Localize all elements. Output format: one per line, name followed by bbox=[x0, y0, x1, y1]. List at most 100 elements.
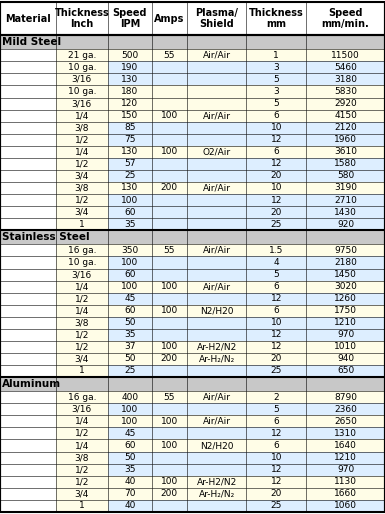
Text: 16 ga.: 16 ga. bbox=[67, 246, 96, 255]
Text: Air/Air: Air/Air bbox=[203, 183, 231, 192]
Bar bbox=[56, 268, 108, 281]
Text: 100: 100 bbox=[161, 282, 178, 291]
Bar bbox=[306, 146, 385, 158]
Text: 1/2: 1/2 bbox=[75, 331, 89, 339]
Bar bbox=[306, 353, 385, 365]
Text: 3/16: 3/16 bbox=[72, 405, 92, 414]
Bar bbox=[0, 182, 56, 194]
Text: 12: 12 bbox=[271, 135, 282, 144]
Text: 3/4: 3/4 bbox=[75, 355, 89, 363]
Bar bbox=[152, 353, 187, 365]
Bar bbox=[0, 2, 385, 35]
Text: 150: 150 bbox=[121, 111, 139, 120]
Bar bbox=[108, 403, 152, 415]
Text: 3: 3 bbox=[273, 63, 279, 72]
Text: 190: 190 bbox=[121, 63, 139, 72]
Text: 50: 50 bbox=[124, 453, 136, 462]
Text: 35: 35 bbox=[124, 331, 136, 339]
Text: 60: 60 bbox=[124, 306, 136, 315]
Bar bbox=[0, 244, 56, 256]
Text: 2: 2 bbox=[273, 393, 279, 402]
Bar bbox=[108, 451, 152, 464]
Text: 100: 100 bbox=[121, 417, 139, 426]
Text: 35: 35 bbox=[124, 465, 136, 474]
Bar bbox=[306, 194, 385, 206]
Bar bbox=[306, 122, 385, 134]
Text: Ar-H2/N2: Ar-H2/N2 bbox=[196, 342, 237, 352]
Text: 100: 100 bbox=[161, 148, 178, 156]
Text: 200: 200 bbox=[161, 355, 178, 363]
Text: Air/Air: Air/Air bbox=[203, 417, 231, 426]
Bar bbox=[108, 182, 152, 194]
Text: 45: 45 bbox=[124, 294, 136, 303]
Text: 130: 130 bbox=[121, 75, 139, 84]
Bar bbox=[187, 146, 246, 158]
Bar bbox=[0, 194, 56, 206]
Bar bbox=[246, 439, 306, 451]
Bar bbox=[56, 256, 108, 268]
Bar bbox=[0, 146, 56, 158]
Bar bbox=[108, 61, 152, 74]
Bar bbox=[306, 439, 385, 451]
Bar bbox=[246, 464, 306, 475]
Bar bbox=[56, 158, 108, 170]
Text: Air/Air: Air/Air bbox=[203, 111, 231, 120]
Text: Amps: Amps bbox=[154, 14, 184, 24]
Bar bbox=[246, 391, 306, 403]
Text: 3/8: 3/8 bbox=[75, 183, 89, 192]
Text: 45: 45 bbox=[124, 429, 136, 438]
Bar bbox=[187, 170, 246, 182]
Bar bbox=[187, 329, 246, 341]
Text: Mild Steel: Mild Steel bbox=[2, 37, 61, 47]
Bar bbox=[246, 488, 306, 500]
Text: 10: 10 bbox=[271, 318, 282, 327]
Text: 12: 12 bbox=[271, 465, 282, 474]
Bar bbox=[246, 122, 306, 134]
Text: 3190: 3190 bbox=[334, 183, 357, 192]
Bar bbox=[306, 206, 385, 218]
Text: 1/2: 1/2 bbox=[75, 159, 89, 169]
Bar bbox=[108, 317, 152, 329]
Bar bbox=[246, 415, 306, 428]
Text: 200: 200 bbox=[161, 183, 178, 192]
Bar bbox=[56, 194, 108, 206]
Bar bbox=[187, 244, 246, 256]
Text: 970: 970 bbox=[337, 331, 354, 339]
Bar bbox=[187, 353, 246, 365]
Bar bbox=[0, 341, 56, 353]
Bar bbox=[56, 134, 108, 146]
Text: 55: 55 bbox=[164, 393, 175, 402]
Bar bbox=[108, 488, 152, 500]
Bar bbox=[152, 158, 187, 170]
Bar bbox=[306, 281, 385, 292]
Text: 1750: 1750 bbox=[334, 306, 357, 315]
Bar bbox=[152, 439, 187, 451]
Bar bbox=[0, 256, 56, 268]
Bar bbox=[187, 281, 246, 292]
Bar bbox=[0, 281, 56, 292]
Text: 50: 50 bbox=[124, 318, 136, 327]
Bar bbox=[0, 500, 56, 512]
Bar bbox=[152, 134, 187, 146]
Bar bbox=[306, 292, 385, 305]
Bar bbox=[152, 488, 187, 500]
Bar bbox=[56, 488, 108, 500]
Bar bbox=[108, 329, 152, 341]
Text: Stainless Steel: Stainless Steel bbox=[2, 232, 90, 242]
Bar bbox=[306, 134, 385, 146]
Text: 1/4: 1/4 bbox=[75, 306, 89, 315]
Text: 3: 3 bbox=[273, 87, 279, 96]
Text: 12: 12 bbox=[271, 342, 282, 352]
Bar bbox=[56, 182, 108, 194]
Text: 25: 25 bbox=[271, 366, 282, 376]
Text: 1.5: 1.5 bbox=[269, 246, 283, 255]
Text: 12: 12 bbox=[271, 159, 282, 169]
Bar bbox=[108, 353, 152, 365]
Text: 100: 100 bbox=[121, 405, 139, 414]
Text: 3/8: 3/8 bbox=[75, 453, 89, 462]
Text: 55: 55 bbox=[164, 246, 175, 255]
Bar bbox=[187, 439, 246, 451]
Bar bbox=[246, 305, 306, 317]
Text: 130: 130 bbox=[121, 183, 139, 192]
Bar bbox=[246, 500, 306, 512]
